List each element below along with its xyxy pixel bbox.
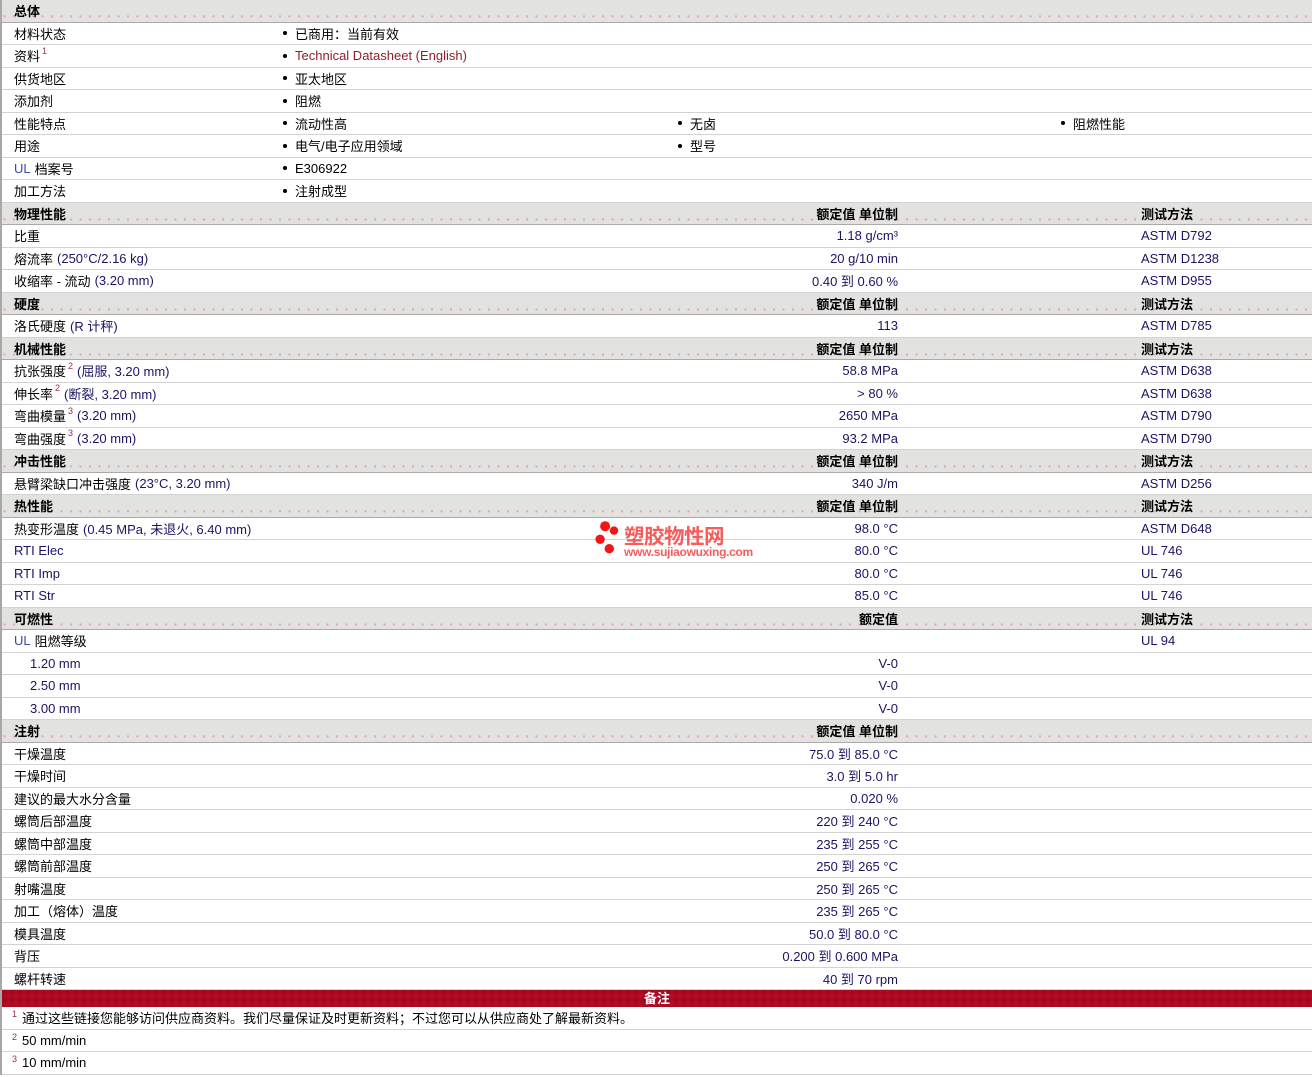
svg-text:www.sujiaowuxing.com: www.sujiaowuxing.com xyxy=(623,545,753,559)
